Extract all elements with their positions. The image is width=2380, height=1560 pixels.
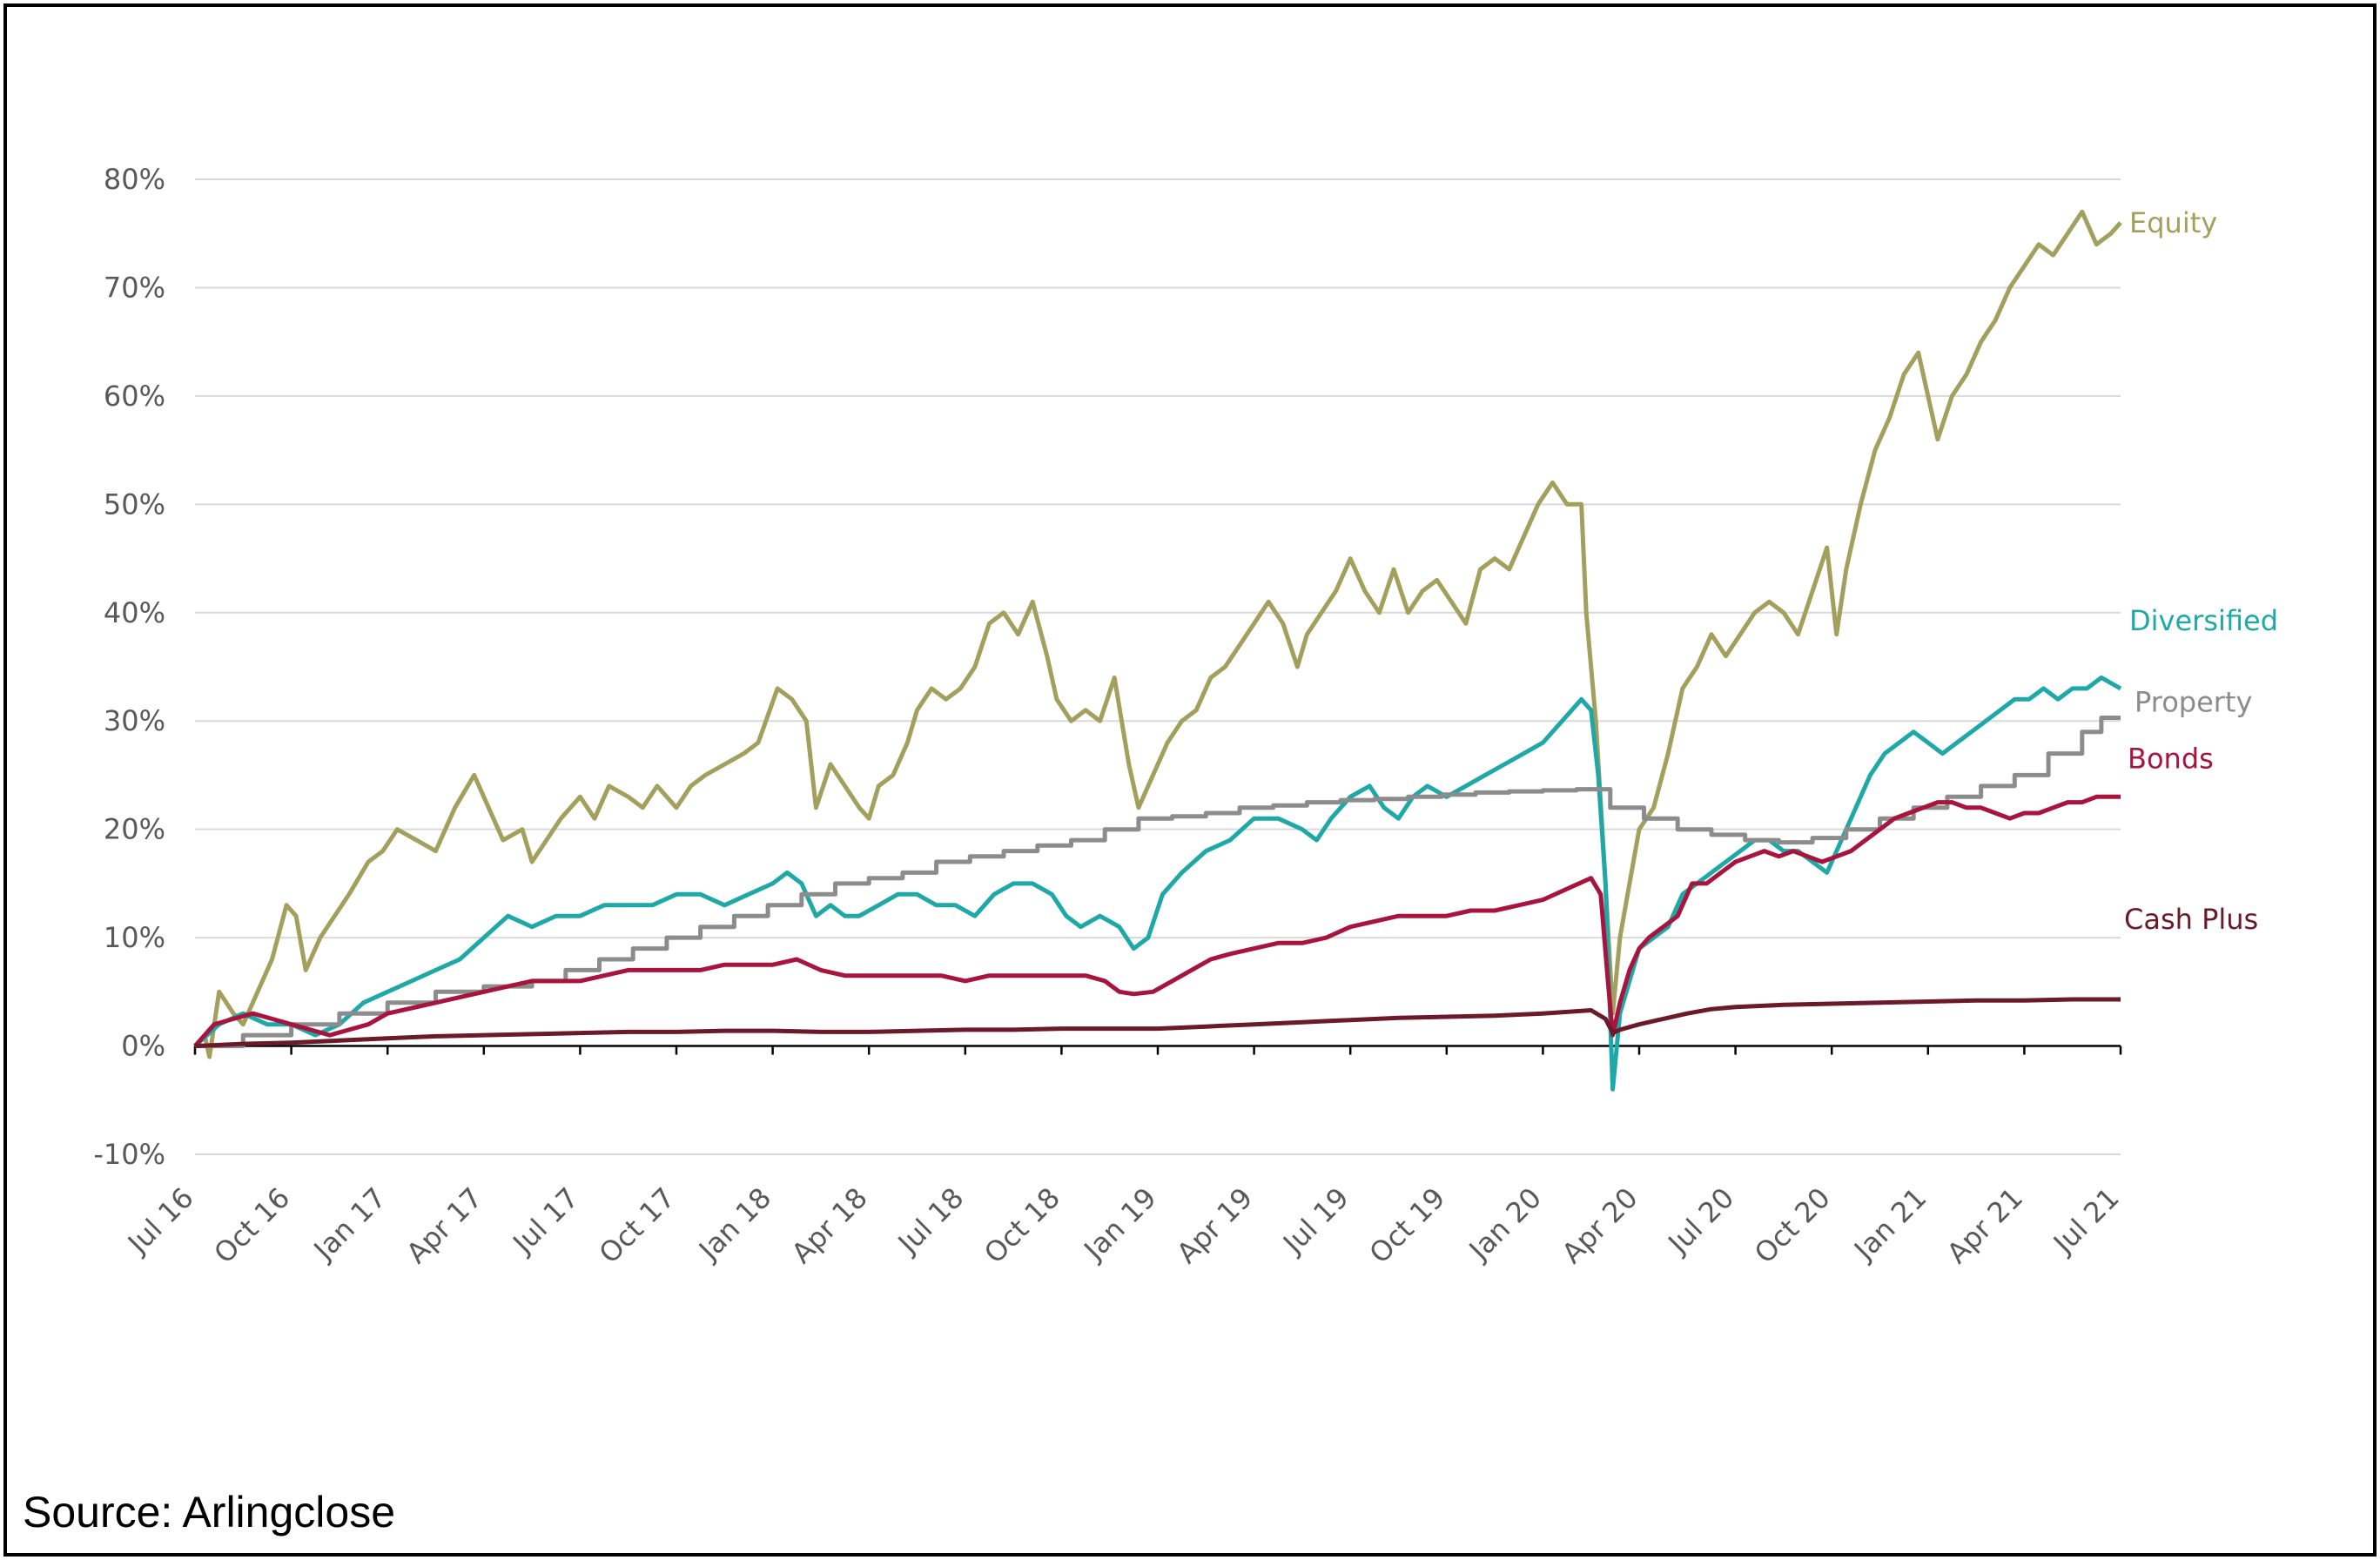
series-label-cash-plus: Cash Plus <box>2124 903 2258 936</box>
series-line-equity <box>193 209 2122 1059</box>
y-axis-tick-labels: -10% 0% 10% 20% 30% 40% 50% 60% 70% 80% <box>93 163 165 1171</box>
series-lines <box>193 209 2122 1092</box>
y-tick-label: 60% <box>104 380 165 413</box>
x-tick-label: Jan 20 <box>1462 1181 1548 1268</box>
gridlines <box>195 178 2121 1155</box>
x-tick-label: Apr 20 <box>1556 1181 1644 1270</box>
x-tick-label: Oct 17 <box>593 1181 682 1270</box>
y-tick-label: 20% <box>104 813 165 846</box>
x-axis-tick-labels: Jul 16 Oct 16 Jan 17 Apr 17 Jul 17 Oct 17 Jan … <box>120 1181 2126 1270</box>
x-tick-label: Jul 17 <box>505 1181 585 1261</box>
x-tick-label: Apr 17 <box>400 1181 488 1270</box>
series-line-cash-plus <box>194 997 2121 1049</box>
series-line-diversified <box>193 675 2122 1092</box>
x-axis <box>193 1045 2122 1055</box>
x-tick-label: Jul 16 <box>120 1181 200 1261</box>
y-tick-label: 80% <box>104 163 165 196</box>
x-tick-label: Jan 17 <box>306 1181 393 1268</box>
y-tick-label: 30% <box>104 704 165 737</box>
source-note: Source: Arlingclose <box>23 1488 396 1536</box>
chart-frame: -10% 0% 10% 20% 30% 40% 50% 60% 70% 80% Jul 16 Oct… <box>3 3 2377 1557</box>
x-tick-label: Jan 21 <box>1846 1181 1933 1268</box>
y-tick-label: 0% <box>121 1030 165 1063</box>
x-tick-label: Apr 21 <box>1940 1181 2029 1270</box>
x-tick-label: Oct 19 <box>1362 1181 1451 1270</box>
y-tick-label: 50% <box>104 488 165 521</box>
series-line-bonds <box>193 794 2121 1048</box>
x-tick-label: Apr 19 <box>1170 1181 1259 1270</box>
y-tick-label: -10% <box>93 1138 165 1171</box>
series-label-bonds: Bonds <box>2128 742 2214 775</box>
y-tick-label: 10% <box>104 921 165 954</box>
series-label-equity: Equity <box>2129 206 2217 239</box>
series-line-property <box>195 716 2121 1049</box>
series-label-diversified: Diversified <box>2129 604 2278 637</box>
x-tick-label: Apr 18 <box>785 1181 874 1270</box>
x-tick-label: Jan 18 <box>691 1181 777 1268</box>
y-tick-label: 40% <box>104 596 165 629</box>
x-tick-label: Oct 20 <box>1748 1181 1837 1270</box>
line-chart: -10%0%10%20%30%40%50%60%70%80% Jul 16 Oct… <box>93 163 2278 1270</box>
series-label-property: Property <box>2135 685 2252 718</box>
x-tick-label: Oct 16 <box>207 1181 296 1270</box>
x-tick-label: Jan 19 <box>1077 1181 1163 1268</box>
x-tick-label: Jul 19 <box>1275 1181 1355 1261</box>
x-tick-label: Jul 21 <box>2046 1181 2126 1261</box>
x-tick-label: Oct 18 <box>978 1181 1066 1270</box>
y-tick-label: 70% <box>104 271 165 304</box>
x-tick-label: Jul 20 <box>1661 1181 1741 1261</box>
x-tick-label: Jul 18 <box>891 1181 971 1261</box>
series-labels: Equity Diversified Property Bonds Cash Plus <box>2124 206 2278 936</box>
